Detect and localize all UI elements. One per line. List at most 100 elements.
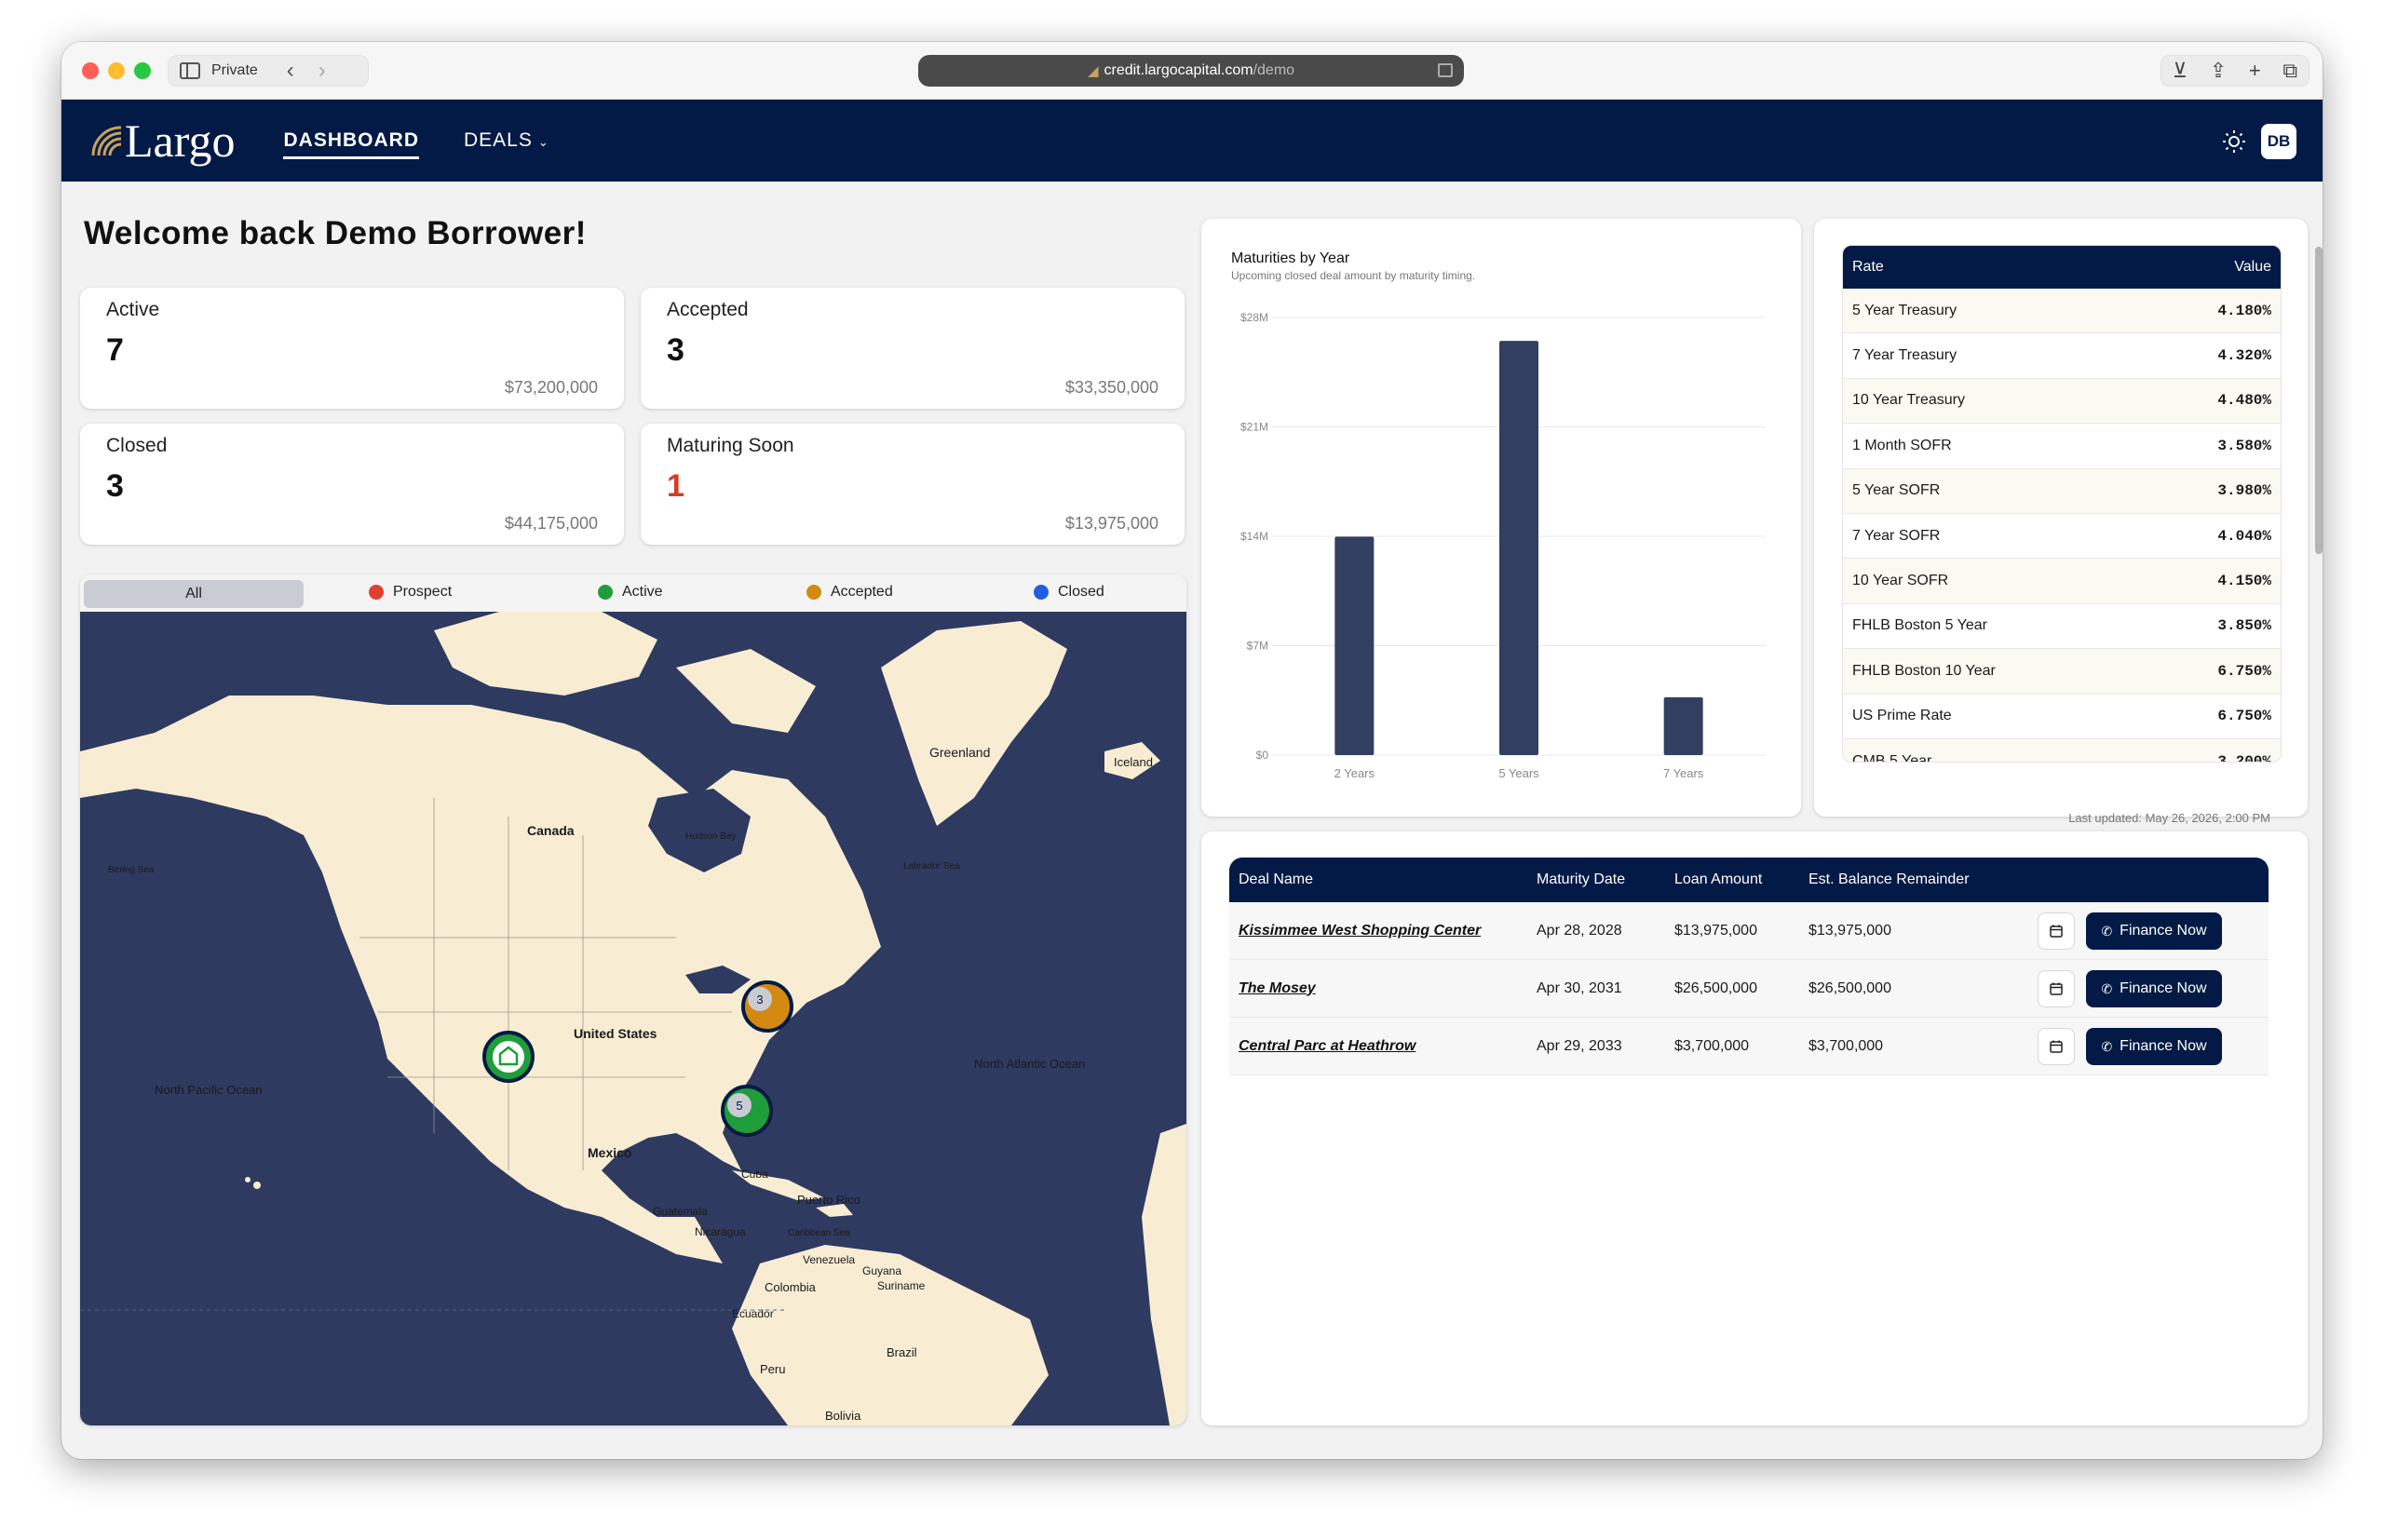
map-label-north-pacific: North Pacific Ocean	[155, 1083, 263, 1097]
calendar-button[interactable]	[2038, 912, 2075, 950]
forward-icon[interactable]: ›	[318, 58, 326, 83]
chart-title: Maturities by Year	[1231, 250, 1350, 266]
deal-map[interactable]: Greenland Iceland Canada United States M…	[80, 612, 1186, 1425]
greenland-landmass	[881, 621, 1067, 826]
map-label-puerto-rico: Puerto Rico	[797, 1193, 860, 1207]
theme-toggle-sun-icon[interactable]	[2222, 129, 2246, 154]
deal-name-link[interactable]: Kissimmee West Shopping Center	[1239, 922, 1482, 939]
finance-now-button[interactable]: ✆ Finance Now	[2086, 970, 2222, 1007]
y-tick-label: $0	[1256, 749, 1269, 762]
rate-name: 10 Year SOFR	[1852, 573, 1949, 589]
address-bar[interactable]: ◢ credit.largocapital.com/demo	[918, 55, 1464, 87]
deal-cell: Apr 28, 2028	[1537, 923, 1674, 939]
filter-closed[interactable]: Closed	[1034, 584, 1104, 601]
url-path: /demo	[1253, 62, 1295, 78]
download-icon[interactable]: ⊻	[2172, 59, 2188, 82]
map-label-bolivia: Bolivia	[825, 1409, 861, 1423]
zoom-window-button[interactable]	[134, 62, 151, 79]
filter-accepted[interactable]: Accepted	[806, 584, 893, 601]
deals-table-header: Deal Name Maturity Date Loan Amount Est.…	[1229, 858, 2269, 902]
filter-prospect[interactable]: Prospect	[369, 584, 452, 601]
finance-now-button[interactable]: ✆ Finance Now	[2086, 912, 2222, 950]
stat-label: Maturing Soon	[667, 435, 794, 456]
rate-name: FHLB Boston 10 Year	[1852, 662, 1996, 679]
map-marker-active-house[interactable]	[482, 1031, 535, 1083]
deal-maturity-date: Apr 29, 2033	[1537, 1037, 1622, 1054]
stat-card-closed[interactable]: Closed 3 $44,175,000	[80, 424, 624, 545]
chart-bar[interactable]	[1334, 536, 1375, 755]
x-tick-label: 2 Years	[1334, 766, 1375, 780]
user-avatar[interactable]: DB	[2261, 124, 2296, 159]
sidebar-icon[interactable]	[180, 62, 200, 79]
rates-table[interactable]: Rate Value 5 Year Treasury 4.180% 7 Year T…	[1842, 245, 2282, 763]
stat-count: 3	[106, 468, 124, 504]
stat-count: 1	[667, 468, 684, 504]
map-label-bering-sea: Bering Sea	[108, 865, 155, 875]
finance-now-button[interactable]: ✆ Finance Now	[2086, 1028, 2222, 1065]
deal-name-link[interactable]: Central Parc at Heathrow	[1239, 1037, 1416, 1054]
map-label-venezuela: Venezuela	[803, 1253, 855, 1266]
y-tick-label: $28M	[1240, 311, 1268, 324]
tab-overview-icon[interactable]: ⧉	[2282, 59, 2298, 82]
stat-card-maturing-soon[interactable]: Maturing Soon 1 $13,975,000	[641, 424, 1185, 545]
calendar-button[interactable]	[2038, 970, 2075, 1007]
private-tab-group[interactable]: Private ‹ ›	[168, 55, 369, 87]
calendar-button[interactable]	[2038, 1028, 2075, 1065]
browser-window: Private ‹ › ◢ credit.largocapital.com/de…	[61, 42, 2323, 1459]
deal-cell: $3,700,000	[1808, 1038, 2032, 1055]
url-domain: credit.largocapital.com	[1104, 62, 1253, 78]
great-lakes-water	[685, 966, 751, 993]
stat-label: Accepted	[667, 299, 749, 320]
filter-all[interactable]: All	[84, 580, 304, 608]
chevron-down-icon: ⌄	[537, 135, 549, 149]
app-header: Largo DASHBOARD DEALS ⌄ DB	[61, 100, 2323, 182]
state-borders	[359, 798, 732, 1170]
stat-label: Active	[106, 299, 160, 320]
iceland-landmass	[1104, 742, 1160, 779]
rate-value: 3.980%	[2217, 482, 2271, 500]
map-marker-active-cluster[interactable]: 5	[721, 1085, 773, 1137]
deal-cell: Apr 30, 2031	[1537, 980, 1674, 997]
rates-scrollbar[interactable]	[2315, 247, 2323, 554]
x-tick-label: 5 Years	[1498, 766, 1539, 780]
chart-bar[interactable]	[1499, 341, 1538, 755]
filter-active[interactable]: Active	[598, 584, 663, 601]
map-label-canada: Canada	[527, 823, 575, 838]
nav-dashboard[interactable]: DASHBOARD	[283, 124, 419, 159]
stat-count: 7	[106, 332, 124, 368]
nav-deals[interactable]: DEALS ⌄	[464, 124, 549, 157]
accepted-dot-icon	[806, 585, 821, 600]
hawaii-landmass	[253, 1182, 261, 1189]
share-icon[interactable]: ⇪	[2209, 59, 2228, 82]
stat-amount: $44,175,000	[504, 514, 598, 533]
deal-name-link[interactable]: The Mosey	[1239, 979, 1316, 996]
maturities-bar-chart: $0 $7M $14M $21M $28M 2 Years 5 Years 7 Years	[1240, 311, 1766, 780]
minimize-window-button[interactable]	[108, 62, 125, 79]
rate-row: 5 Year SOFR 3.980%	[1843, 468, 2281, 514]
logo-text: Largo	[125, 115, 236, 167]
largo-logo[interactable]: Largo	[89, 113, 235, 169]
new-tab-icon[interactable]: +	[2248, 59, 2261, 82]
map-label-guatemala: Guatemala	[653, 1205, 708, 1218]
close-window-button[interactable]	[82, 62, 99, 79]
chart-bar[interactable]	[1663, 696, 1703, 755]
south-america-landmass	[732, 1245, 1049, 1425]
rate-row: US Prime Rate 6.750%	[1843, 695, 2281, 739]
browser-actions: ⊻ ⇪ + ⧉	[2160, 55, 2310, 87]
reader-icon[interactable]	[1438, 63, 1453, 77]
header-deal-name: Deal Name	[1239, 871, 1314, 887]
header-maturity-date: Maturity Date	[1537, 871, 1626, 887]
rates-last-updated: Last updated: May 26, 2026, 2:00 PM	[2068, 811, 2270, 825]
stat-card-accepted[interactable]: Accepted 3 $33,350,000	[641, 288, 1185, 409]
stat-card-active[interactable]: Active 7 $73,200,000	[80, 288, 624, 409]
rate-name: 7 Year SOFR	[1852, 527, 1941, 544]
rate-name: 1 Month SOFR	[1852, 437, 1952, 453]
deal-cell: $3,700,000	[1674, 1038, 1808, 1055]
africa-edge-landmass	[1142, 1124, 1186, 1425]
finance-now-label: Finance Now	[2120, 1038, 2207, 1054]
stat-amount: $13,975,000	[1064, 514, 1158, 533]
back-icon[interactable]: ‹	[286, 58, 294, 83]
map-marker-accepted-cluster[interactable]: 3	[741, 980, 793, 1033]
rate-value: 4.150%	[2217, 573, 2271, 590]
hawaii-landmass	[245, 1177, 251, 1182]
